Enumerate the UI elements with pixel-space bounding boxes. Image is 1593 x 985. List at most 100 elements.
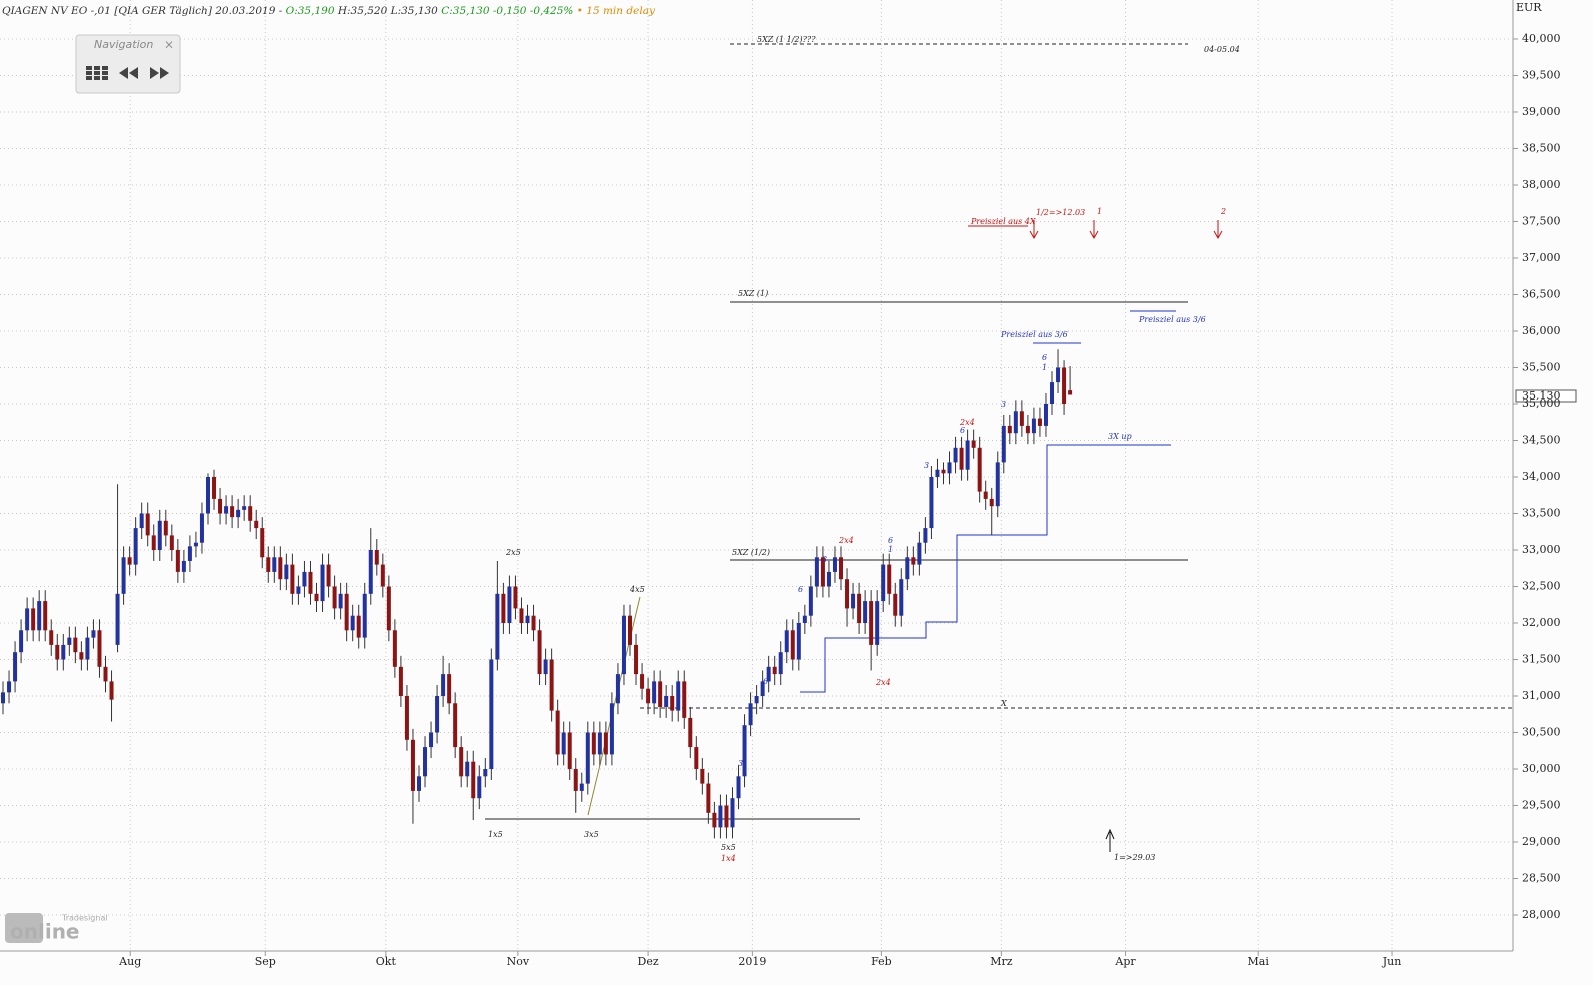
annotation: 2x4 — [875, 678, 891, 687]
candle-body — [971, 440, 976, 448]
x-tick-label: Nov — [507, 955, 530, 968]
candle-body — [694, 747, 699, 770]
annotation: 5XZ (1/2) — [732, 548, 770, 557]
candle-body — [899, 579, 904, 616]
y-tick-label: 35,500 — [1522, 360, 1561, 373]
candle-body — [314, 593, 319, 602]
x-tick-label: Okt — [376, 955, 397, 968]
candle-body — [670, 696, 675, 711]
candle-body — [73, 637, 78, 653]
navigation-close[interactable]: × — [164, 38, 174, 52]
candle-body — [37, 601, 42, 631]
y-tick-label: 38,000 — [1522, 178, 1561, 191]
annotation: 3X up — [1108, 432, 1132, 441]
candle-body — [959, 447, 964, 470]
annotation: 4x5 — [629, 585, 645, 594]
candle-body — [272, 557, 277, 572]
candle-body — [344, 593, 349, 631]
candle-body — [742, 725, 747, 777]
candle-body — [386, 586, 391, 631]
candle-body — [163, 520, 168, 536]
logo-mark — [5, 913, 43, 943]
candle-body — [1001, 425, 1006, 463]
candle-body — [392, 630, 397, 667]
candle-body — [863, 601, 868, 624]
candle-body — [929, 476, 934, 529]
candle-body — [754, 696, 759, 704]
y-tick-label: 37,500 — [1522, 214, 1561, 227]
y-tick-label: 33,000 — [1522, 543, 1561, 556]
forward-button[interactable] — [150, 67, 169, 79]
candle-body — [79, 652, 84, 660]
candle-body — [814, 557, 819, 587]
annotation: 1 — [1097, 207, 1102, 216]
candle-body — [525, 615, 530, 624]
candle-body — [55, 644, 60, 660]
annotation: 1x5 — [488, 830, 503, 839]
candle-body — [730, 798, 735, 828]
candle-body — [453, 703, 458, 748]
candle-body — [772, 666, 777, 675]
candle-body — [410, 739, 415, 791]
stop-line — [800, 444, 1171, 693]
candle-body — [1007, 425, 1012, 434]
candle-body — [423, 747, 428, 777]
candle-body — [459, 747, 464, 777]
y-tick-label: 32,000 — [1522, 616, 1561, 629]
annotation: X — [1000, 699, 1007, 708]
grid-button[interactable] — [86, 66, 108, 80]
y-tick-label: 38,500 — [1522, 141, 1561, 154]
candle-body — [1031, 418, 1036, 434]
logo-small: Tradesignal — [61, 914, 108, 923]
candle-body — [332, 586, 337, 609]
x-tick-label: Apr — [1114, 955, 1136, 968]
candle-body — [917, 542, 922, 565]
back-button[interactable] — [119, 67, 138, 79]
logo-big: online — [10, 920, 80, 944]
y-tick-label: 37,000 — [1522, 251, 1561, 264]
candle-body — [368, 549, 373, 594]
candle-body — [1013, 411, 1018, 434]
candle-body — [640, 674, 645, 689]
candle-body — [1037, 418, 1042, 426]
candle-body — [230, 506, 235, 518]
candle-body — [965, 440, 970, 470]
candle-body — [537, 630, 542, 675]
annotation: 2 — [1220, 207, 1226, 216]
candle-body — [43, 601, 48, 631]
annotation: 2x4 — [959, 418, 975, 427]
candle-body — [953, 447, 958, 463]
candle-body — [489, 659, 494, 770]
candle-body — [308, 571, 313, 594]
candle-body — [471, 761, 476, 799]
annotation: 1 — [1042, 363, 1047, 372]
plot-area — [0, 0, 1513, 951]
candle-body — [561, 732, 566, 755]
x-tick-label: Aug — [118, 955, 141, 968]
candle-body — [790, 630, 795, 660]
y-tick-label: 39,500 — [1522, 68, 1561, 81]
candle-body — [13, 652, 18, 682]
y-tick-label: 34,000 — [1522, 470, 1561, 483]
down-arrows — [1029, 220, 1223, 240]
candle-body — [495, 593, 500, 660]
candle-body — [646, 688, 651, 704]
candle-body — [682, 681, 687, 718]
annotation: 3 — [1001, 400, 1006, 409]
candle-body — [67, 637, 72, 645]
navigation-title: Navigation — [94, 38, 153, 51]
candle-body — [839, 557, 844, 580]
candle-body — [706, 783, 711, 813]
annotation: 04-05.04 — [1204, 45, 1240, 54]
candle-body — [893, 593, 898, 616]
candle-body — [664, 696, 669, 707]
candle-body — [236, 509, 241, 518]
candle-body — [477, 776, 482, 799]
annotation: 2x4 — [838, 536, 854, 545]
candle-body — [543, 659, 548, 675]
candle-body — [398, 666, 403, 697]
candle-body — [248, 506, 253, 521]
candle-body — [796, 623, 801, 660]
annotation: 3 — [924, 461, 929, 470]
y-tick-label: 28,500 — [1522, 872, 1561, 885]
